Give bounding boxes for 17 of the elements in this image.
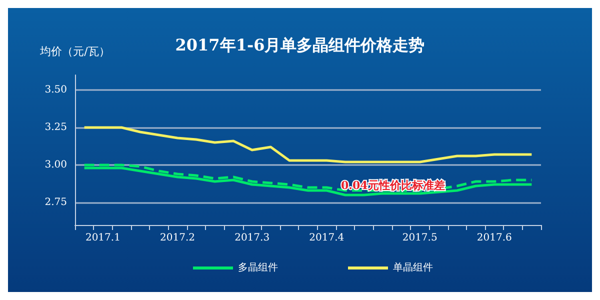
legend-label: 单晶组件	[393, 262, 433, 274]
x-tick-label: 2017.2	[160, 232, 196, 244]
chart-title: 2017年1-6月单多晶组件价格走势	[175, 36, 425, 54]
line-series	[83, 126, 533, 164]
annotation: 0.04元性价比标准差	[341, 179, 445, 192]
x-tick-label: 2017.6	[476, 232, 512, 244]
legend-label: 多晶组件	[238, 262, 278, 274]
y-tick-label: 3.50	[44, 84, 67, 96]
y-axis-title: 均价（元/瓦）	[39, 45, 110, 58]
x-tick-label: 2017.3	[234, 232, 270, 244]
y-tick-label: 3.25	[44, 122, 67, 133]
x-tick-label: 2017.5	[402, 232, 438, 244]
x-tick-label: 2017.1	[85, 232, 120, 244]
y-tick-label: 3.00	[44, 160, 67, 170]
line-series	[83, 166, 533, 196]
x-tick-label: 2017.4	[309, 232, 344, 244]
y-tick-label: 2.75	[44, 197, 67, 208]
